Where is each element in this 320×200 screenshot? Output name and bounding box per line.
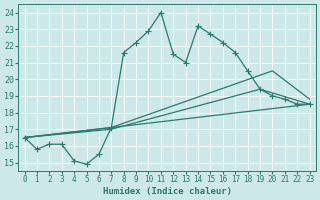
X-axis label: Humidex (Indice chaleur): Humidex (Indice chaleur) [103,187,232,196]
